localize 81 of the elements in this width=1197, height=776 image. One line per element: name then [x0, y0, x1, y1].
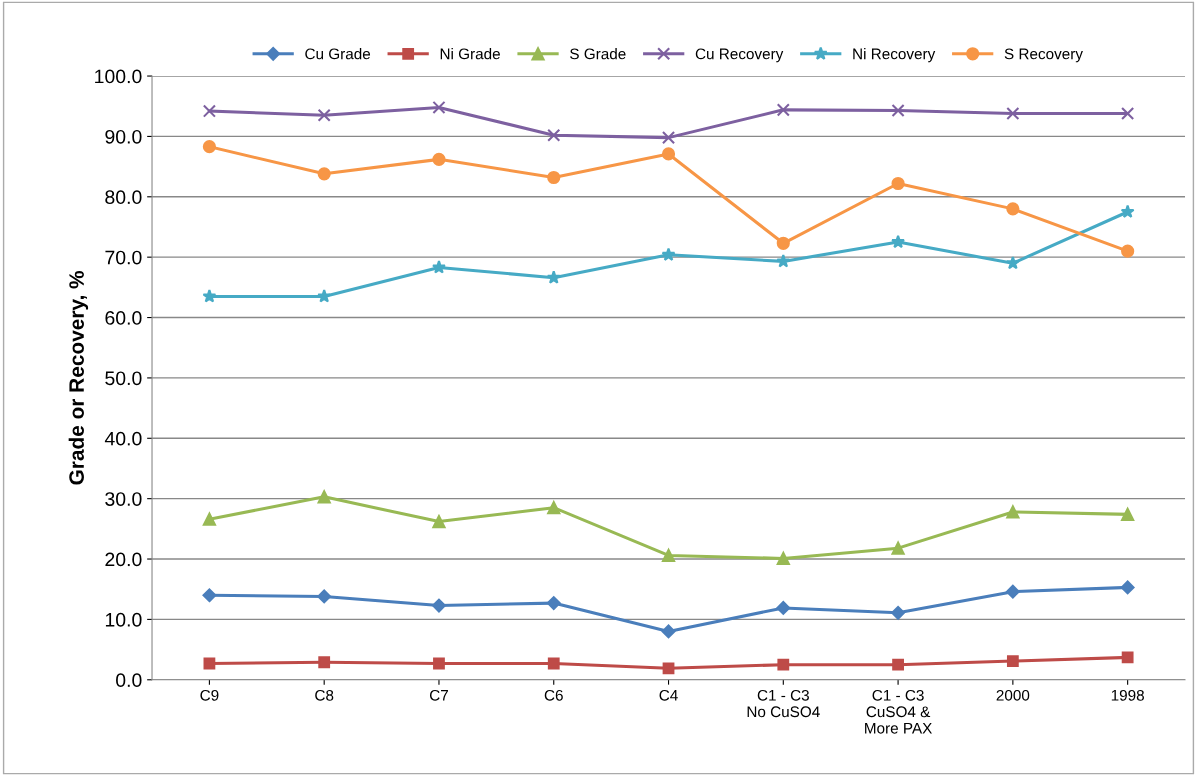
point	[891, 541, 905, 555]
y-tick-label: 0.0	[116, 673, 142, 688]
point	[1006, 106, 1020, 121]
point	[661, 548, 676, 562]
legend-label: Ni Grade	[440, 48, 500, 60]
x-tick-label: 1998	[1111, 689, 1144, 701]
legend-label: Ni Recovery	[853, 48, 936, 63]
point	[661, 131, 676, 145]
x-tick-label: C7	[429, 689, 448, 701]
y-tick-label: 70.0	[105, 250, 142, 265]
point	[547, 170, 561, 185]
point	[891, 605, 906, 620]
point	[1121, 244, 1135, 258]
point	[776, 254, 791, 268]
point	[661, 147, 676, 161]
point	[547, 128, 561, 142]
point	[202, 512, 216, 526]
point	[317, 167, 331, 181]
point	[891, 234, 906, 249]
point	[891, 176, 905, 191]
point	[1121, 507, 1135, 521]
legend-label: S Recovery	[1004, 48, 1083, 63]
point	[318, 656, 331, 669]
point	[661, 624, 676, 639]
point	[776, 601, 791, 615]
point	[1120, 580, 1135, 595]
y-axis-title: Grade or Recovery, %	[68, 270, 89, 485]
point	[1006, 202, 1020, 216]
point	[432, 152, 446, 166]
point	[203, 657, 216, 670]
point	[891, 103, 905, 118]
x-tick-label: C1 - C3 No CuSO4	[747, 689, 820, 718]
legend-label: Cu Grade	[305, 48, 371, 60]
point	[202, 140, 216, 154]
point	[432, 515, 446, 529]
point	[776, 236, 790, 250]
point	[892, 658, 904, 671]
point	[317, 490, 331, 504]
point	[776, 551, 790, 566]
point	[547, 657, 560, 670]
y-tick-label: 60.0	[105, 311, 142, 325]
point	[1005, 584, 1020, 599]
y-tick-label: 50.0	[105, 371, 142, 386]
point	[1006, 505, 1020, 519]
point	[317, 108, 331, 122]
point	[202, 588, 217, 603]
y-tick-label: 30.0	[105, 492, 142, 506]
point	[662, 662, 675, 675]
point	[1121, 106, 1135, 121]
point	[317, 589, 332, 604]
point	[546, 270, 561, 284]
point	[776, 103, 790, 117]
y-tick-label: 40.0	[104, 431, 142, 446]
x-tick-label: C1 - C3 CuSO4 & More PAX	[865, 689, 933, 734]
y-tick-label: 80.0	[105, 190, 142, 205]
x-tick-label: C8	[315, 689, 334, 701]
y-tick-label: 90.0	[105, 129, 142, 144]
legend-label: Cu Recovery	[695, 48, 784, 63]
x-tick-label: C6	[544, 689, 563, 701]
point	[433, 657, 445, 670]
point	[432, 598, 446, 613]
point	[1121, 651, 1134, 664]
y-tick-label: 100.0	[95, 69, 142, 84]
point	[777, 658, 790, 671]
point	[547, 501, 561, 515]
point	[661, 247, 676, 261]
point	[1120, 204, 1135, 218]
x-tick-label: C9	[200, 689, 219, 701]
point	[1005, 255, 1020, 270]
point	[432, 100, 446, 115]
x-tick-label: 2000	[996, 689, 1030, 701]
point	[202, 289, 217, 303]
point	[1006, 655, 1019, 667]
y-tick-label: 20.0	[105, 552, 142, 567]
y-tick-label: 10.0	[105, 612, 142, 627]
point	[431, 260, 446, 274]
point	[317, 289, 332, 303]
x-tick-label: C4	[659, 689, 678, 701]
point	[202, 104, 216, 118]
legend-label: S Grade	[570, 48, 626, 60]
point	[546, 596, 561, 611]
